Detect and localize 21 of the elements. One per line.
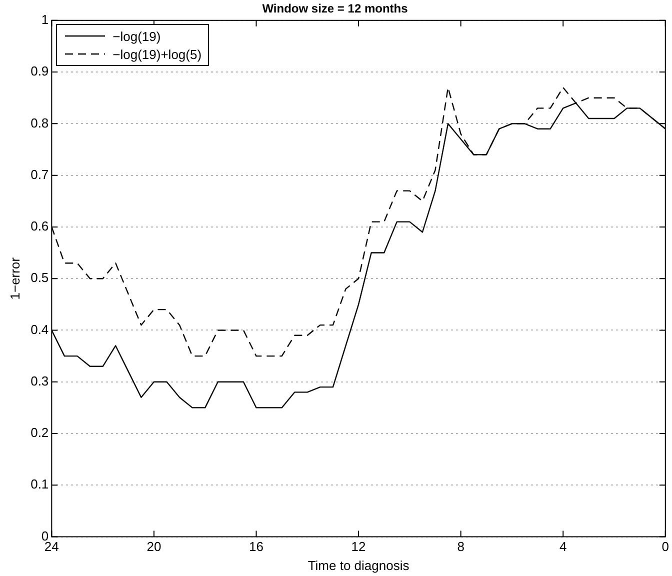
y-tick-label: 0.2 [30,425,49,440]
y-tick-label: 0.4 [30,322,49,337]
x-axis-title: Time to diagnosis [308,558,410,573]
x-tick-label: 20 [146,539,162,554]
y-axis-title: 1−error [7,256,22,300]
x-tick-label: 0 [662,539,669,554]
x-tick-label: 4 [559,539,567,554]
y-tick-label: 0.8 [30,115,49,130]
legend-label: −log(19)+log(5) [112,46,202,62]
y-tick-label: 0.7 [30,166,49,182]
chart-title: Window size = 12 months [262,2,408,16]
y-tick-label: 0.1 [30,476,49,492]
x-tick-label: 16 [249,539,264,554]
x-tick-label: 12 [351,539,366,554]
legend-label: −log(19) [112,28,161,44]
y-tick-label: 0.9 [30,64,49,79]
y-tick-label: 0.5 [30,270,49,286]
y-tick-label: 1 [41,12,49,27]
y-tick-label: 0.3 [30,373,49,388]
x-tick-label: 8 [457,539,464,554]
y-tick-label: 0.6 [30,218,49,234]
